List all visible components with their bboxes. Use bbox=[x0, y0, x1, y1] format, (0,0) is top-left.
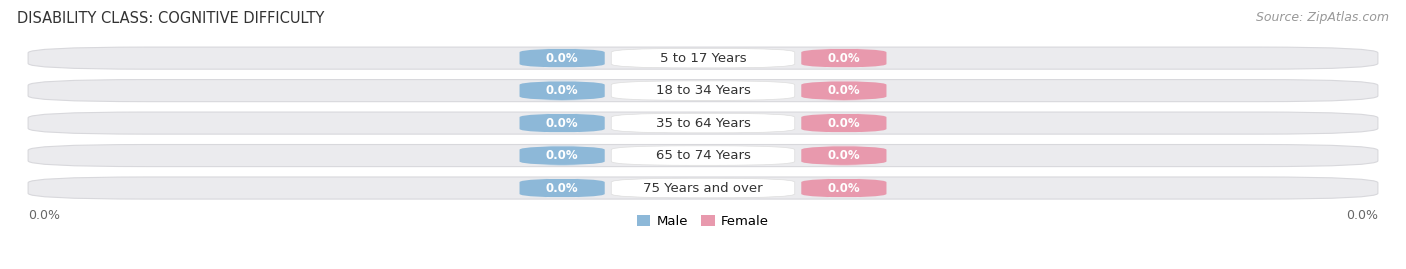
Text: 18 to 34 Years: 18 to 34 Years bbox=[655, 84, 751, 97]
FancyBboxPatch shape bbox=[520, 178, 605, 198]
Text: 0.0%: 0.0% bbox=[546, 116, 578, 130]
Text: 0.0%: 0.0% bbox=[828, 84, 860, 97]
Text: 0.0%: 0.0% bbox=[546, 182, 578, 194]
FancyBboxPatch shape bbox=[612, 178, 794, 198]
Text: DISABILITY CLASS: COGNITIVE DIFFICULTY: DISABILITY CLASS: COGNITIVE DIFFICULTY bbox=[17, 11, 325, 26]
FancyBboxPatch shape bbox=[28, 47, 1378, 69]
FancyBboxPatch shape bbox=[612, 113, 794, 133]
Text: 75 Years and over: 75 Years and over bbox=[643, 182, 763, 194]
FancyBboxPatch shape bbox=[801, 146, 886, 165]
FancyBboxPatch shape bbox=[520, 81, 605, 100]
FancyBboxPatch shape bbox=[520, 113, 605, 133]
Text: 0.0%: 0.0% bbox=[828, 149, 860, 162]
FancyBboxPatch shape bbox=[28, 80, 1378, 102]
Text: Source: ZipAtlas.com: Source: ZipAtlas.com bbox=[1256, 11, 1389, 24]
Text: 35 to 64 Years: 35 to 64 Years bbox=[655, 116, 751, 130]
FancyBboxPatch shape bbox=[28, 112, 1378, 134]
Text: 0.0%: 0.0% bbox=[546, 149, 578, 162]
FancyBboxPatch shape bbox=[801, 81, 886, 100]
Text: 65 to 74 Years: 65 to 74 Years bbox=[655, 149, 751, 162]
Legend: Male, Female: Male, Female bbox=[631, 210, 775, 233]
Text: 0.0%: 0.0% bbox=[546, 84, 578, 97]
Text: 0.0%: 0.0% bbox=[828, 182, 860, 194]
Text: 0.0%: 0.0% bbox=[828, 116, 860, 130]
FancyBboxPatch shape bbox=[612, 81, 794, 100]
Text: 0.0%: 0.0% bbox=[828, 52, 860, 65]
FancyBboxPatch shape bbox=[520, 146, 605, 165]
FancyBboxPatch shape bbox=[612, 146, 794, 165]
FancyBboxPatch shape bbox=[612, 48, 794, 68]
FancyBboxPatch shape bbox=[801, 48, 886, 68]
Text: 5 to 17 Years: 5 to 17 Years bbox=[659, 52, 747, 65]
FancyBboxPatch shape bbox=[520, 48, 605, 68]
FancyBboxPatch shape bbox=[801, 178, 886, 198]
Text: 0.0%: 0.0% bbox=[28, 209, 60, 222]
FancyBboxPatch shape bbox=[801, 113, 886, 133]
Text: 0.0%: 0.0% bbox=[1346, 209, 1378, 222]
Text: 0.0%: 0.0% bbox=[546, 52, 578, 65]
FancyBboxPatch shape bbox=[28, 144, 1378, 167]
FancyBboxPatch shape bbox=[28, 177, 1378, 199]
